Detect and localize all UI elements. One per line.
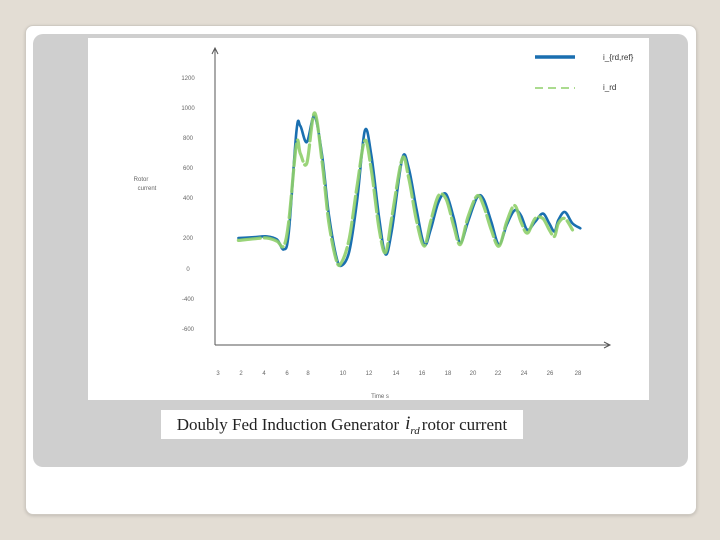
x-tick-label: 6	[285, 371, 289, 377]
y-tick-label: 1200	[181, 76, 195, 82]
y-tick-label: 600	[183, 166, 194, 172]
x-tick-label: 28	[575, 371, 582, 377]
x-axis-label: Time s	[371, 394, 389, 400]
caption-math-symbol: ird	[405, 413, 420, 437]
x-tick-label: 14	[393, 371, 400, 377]
x-tick-label: 16	[419, 371, 426, 377]
x-tick-label: 12	[366, 371, 373, 377]
legend-label: i_rd	[603, 83, 616, 92]
x-tick-label: 8	[306, 371, 310, 377]
y-tick-label: -600	[182, 327, 195, 333]
x-tick-label: 20	[470, 371, 477, 377]
caption-math-letter: i	[405, 412, 411, 434]
figure-caption: Doubly Fed Induction Generator ird rotor…	[161, 410, 523, 439]
x-tick-label: 10	[340, 371, 347, 377]
x-tick-label: 26	[547, 371, 554, 377]
x-tick-label: 4	[262, 371, 266, 377]
y-tick-label: 0	[186, 267, 190, 273]
x-tick-label: 3	[216, 371, 220, 377]
chart-area: 1200 1000 800 600 400 200 0 -400 -600 3 2 4 6 8 10 12 14…	[88, 38, 649, 400]
x-axis-arrow-icon	[603, 341, 612, 349]
y-axis-label: Rotor current	[134, 177, 157, 192]
x-tick-label: 2	[239, 371, 243, 377]
caption-text-before: Doubly Fed Induction Generator	[176, 414, 400, 434]
x-tick-label: 22	[495, 371, 502, 377]
y-axis-arrow-icon	[211, 46, 219, 55]
series-line-ird	[236, 111, 575, 268]
y-tick-label: 200	[183, 236, 194, 242]
y-tick-label: 800	[183, 136, 194, 142]
y-tick-label: 400	[183, 196, 194, 202]
y-tick-label: 1000	[181, 106, 195, 112]
caption-math-subscript: rd	[410, 424, 420, 437]
x-tick-label: 18	[445, 371, 452, 377]
caption-text-after: rotor current	[421, 414, 508, 434]
series-line-ird-ref	[237, 114, 582, 268]
x-tick-label: 24	[521, 371, 528, 377]
y-tick-label: -400	[182, 297, 195, 303]
legend-label: i_{rd,ref}	[603, 53, 634, 62]
